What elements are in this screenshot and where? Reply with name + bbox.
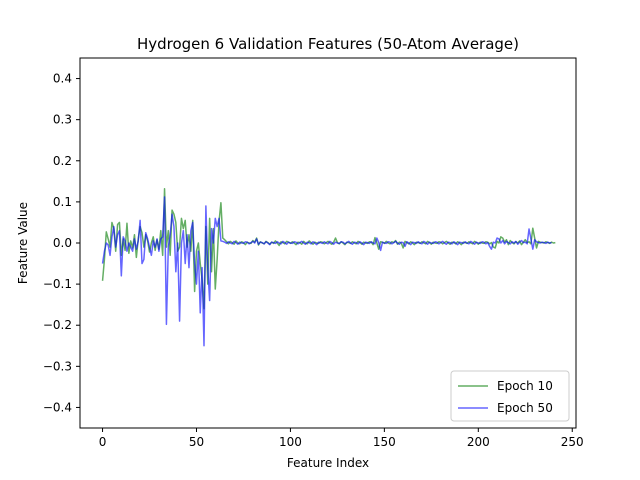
y-tick-label: −0.4 [43,400,72,414]
y-tick-label: −0.2 [43,318,72,332]
x-tick-label: 200 [467,435,490,449]
x-tick-label: 50 [189,435,204,449]
y-axis: −0.4 −0.3 −0.2 −0.1 0.0 0.1 0.2 0.3 0.4 [43,72,80,414]
y-axis-label: Feature Value [16,202,30,284]
x-tick-label: 100 [279,435,302,449]
x-axis: 0 50 100 150 200 250 [99,428,584,449]
y-tick-label: −0.1 [43,277,72,291]
y-tick-label: 0.2 [53,154,72,168]
legend: Epoch 10 Epoch 50 [450,370,570,422]
x-tick-label: 150 [373,435,396,449]
y-tick-label: 0.4 [53,72,72,86]
series-layer [101,187,556,347]
chart-title: Hydrogen 6 Validation Features (50-Atom … [137,35,519,53]
y-tick-label: 0.3 [53,113,72,127]
x-tick-label: 0 [99,435,107,449]
series-line-2 [101,196,552,347]
y-tick-label: −0.3 [43,359,72,373]
x-tick-label: 250 [561,435,584,449]
legend-label: Epoch 10 [497,379,553,393]
legend-label: Epoch 50 [497,401,553,415]
x-axis-label: Feature Index [287,456,369,470]
y-tick-label: 0.0 [53,236,72,250]
y-tick-label: 0.1 [53,195,72,209]
